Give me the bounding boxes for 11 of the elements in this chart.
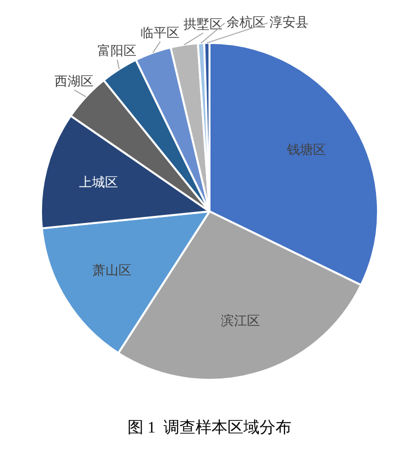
slice-label: 临平区 xyxy=(140,26,180,41)
slice-label: 上城区 xyxy=(79,175,118,190)
slice-label: 富阳区 xyxy=(98,42,137,59)
slice-label: 西湖区 xyxy=(54,74,94,90)
text: 图 1 调查样本区域分布 xyxy=(128,418,292,437)
slice-label: 滨江区 xyxy=(220,313,260,330)
slice-label: 余杭区 xyxy=(226,16,266,31)
slice-label: 钱塘区 xyxy=(286,142,326,158)
slice-label: 拱墅区 xyxy=(184,17,223,32)
slice-label: 淳安县 xyxy=(270,14,309,30)
slice-label: 萧山区 xyxy=(92,264,132,279)
